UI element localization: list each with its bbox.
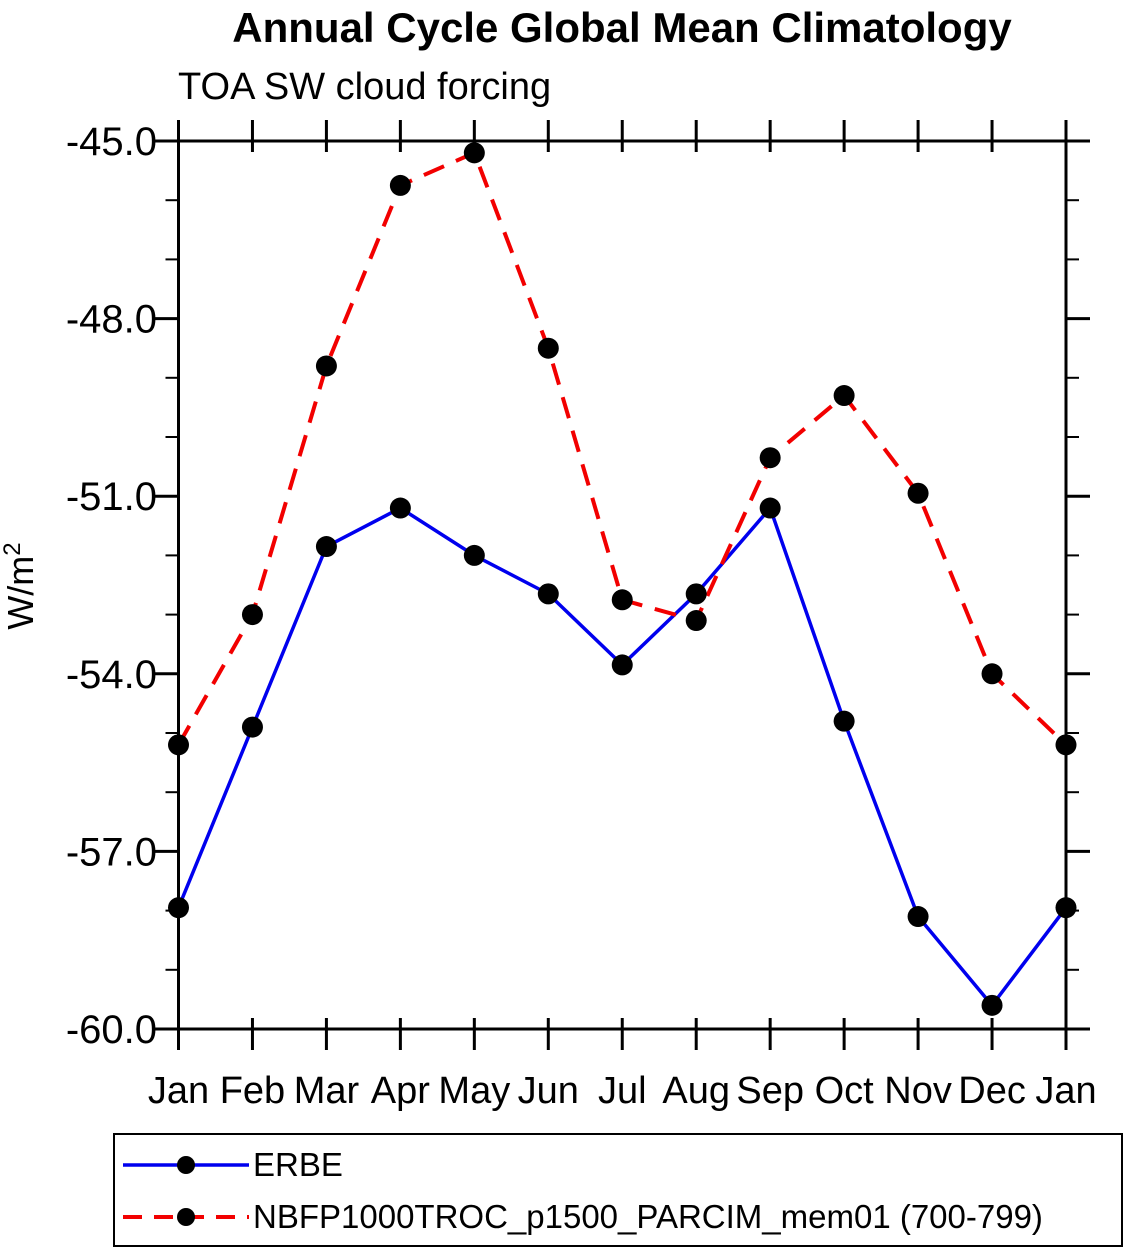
- data-point-s1-4: [463, 142, 485, 164]
- y-tick-label: -51.0: [66, 475, 157, 519]
- chart-subtitle: TOA SW cloud forcing: [178, 66, 552, 108]
- y-tick-label: -60.0: [66, 1008, 157, 1052]
- data-point-s1-0: [168, 734, 189, 756]
- data-point-s1-1: [241, 604, 263, 626]
- x-tick-label: Jul: [598, 1070, 647, 1112]
- y-tick-label: -45.0: [66, 120, 157, 164]
- series-line-0: [176, 506, 1068, 1008]
- data-point-s0-10: [907, 906, 929, 928]
- legend-sample-dashed-line-icon: [123, 1208, 249, 1226]
- data-point-s1-9: [833, 385, 855, 407]
- x-tick-label: Jan: [1035, 1070, 1096, 1112]
- data-point-s0-2: [315, 536, 337, 558]
- y-tick-label: -54.0: [66, 653, 157, 697]
- data-point-s0-9: [833, 710, 855, 732]
- data-point-s0-4: [463, 544, 485, 566]
- data-point-s1-10: [907, 482, 929, 504]
- data-point-s1-3: [389, 174, 411, 196]
- chart-title: Annual Cycle Global Mean Climatology: [232, 4, 1012, 51]
- data-point-s0-5: [537, 583, 559, 605]
- data-point-s0-12: [1055, 897, 1077, 919]
- data-point-s1-7: [685, 610, 707, 632]
- y-tick-label: -57.0: [66, 830, 157, 874]
- legend-label-nbfp: NBFP1000TROC_p1500_PARCIM_mem01 (700-799…: [253, 1198, 1043, 1235]
- data-point-s1-6: [611, 589, 633, 611]
- x-tick-label: Dec: [958, 1070, 1026, 1112]
- legend-sample-solid-line-icon: [123, 1156, 249, 1174]
- data-point-s1-11: [981, 663, 1003, 685]
- data-point-s1-12: [1055, 734, 1077, 756]
- data-point-s1-2: [315, 355, 337, 377]
- x-tick-label: Mar: [294, 1070, 360, 1112]
- x-tick-label: May: [438, 1070, 510, 1112]
- x-tick-label: Nov: [884, 1070, 952, 1112]
- x-tick-label: Feb: [220, 1070, 285, 1112]
- data-point-s0-1: [241, 716, 263, 738]
- data-point-s0-8: [759, 497, 781, 519]
- data-point-s0-11: [981, 994, 1003, 1016]
- data-point-s0-7: [685, 583, 707, 605]
- x-tick-label: Oct: [815, 1070, 875, 1112]
- legend: ERBE NBFP1000TROC_p1500_PARCIM_mem01 (70…: [113, 1133, 1123, 1247]
- x-tick-label: Jan: [148, 1070, 209, 1112]
- x-tick-label: Sep: [736, 1070, 804, 1112]
- data-point-s0-6: [611, 654, 633, 676]
- data-point-s1-8: [759, 447, 781, 469]
- y-tick-label: -48.0: [66, 298, 157, 342]
- data-point-s1-5: [537, 337, 559, 359]
- x-tick-label: Apr: [371, 1070, 430, 1112]
- data-point-s0-0: [168, 897, 189, 919]
- x-tick-label: Aug: [662, 1070, 730, 1112]
- legend-label-erbe: ERBE: [253, 1146, 343, 1183]
- data-point-s0-3: [389, 497, 411, 519]
- x-tick-label: Jun: [518, 1070, 579, 1112]
